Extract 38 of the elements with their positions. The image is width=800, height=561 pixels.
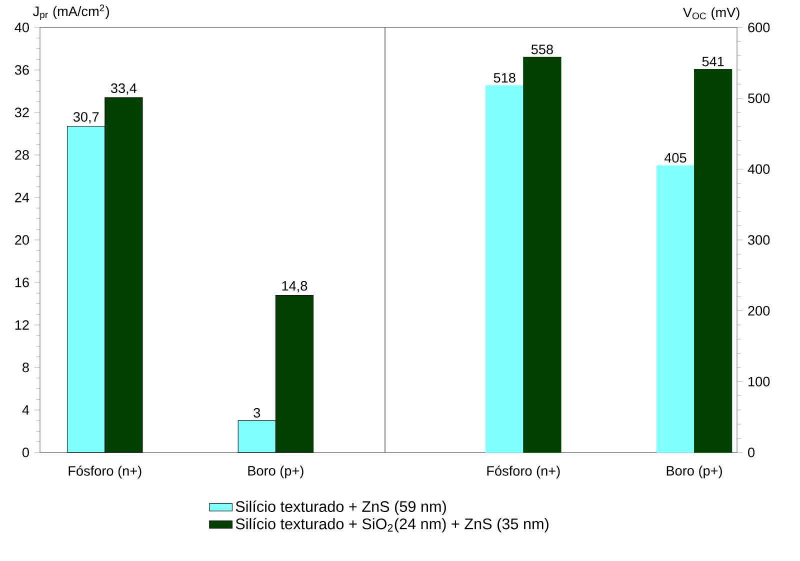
data-label: 3 [254, 408, 260, 418]
data-label: 30,7 [73, 112, 99, 124]
y-tick-label: 16 [15, 277, 29, 288]
y2-axis-title: V$_{OC}$ (mV) [683, 7, 740, 20]
data-label: 558 [531, 44, 553, 54]
data-label: 14,8 [282, 280, 308, 292]
y2-tick-label: 400 [748, 164, 770, 174]
y2-tick-label: 100 [748, 376, 770, 386]
data-label: 518 [494, 72, 516, 82]
y-tick-label: 36 [14, 64, 29, 75]
y-tick-label: 28 [15, 150, 29, 160]
y-tick-label: 8 [22, 362, 29, 372]
x-tick-label: Boro (p+) [666, 465, 722, 478]
x-tick-label: Fósforo (n+) [487, 465, 560, 478]
x-tick-label: Boro (p+) [248, 465, 304, 478]
y-tick-label: 0 [22, 447, 29, 458]
y2-tick-label: 0 [748, 447, 755, 458]
bar [656, 165, 695, 453]
y2-tick-label: 500 [748, 93, 770, 103]
y-tick-label: 20 [15, 234, 29, 245]
y2-tick-label: 600 [748, 22, 770, 32]
bar [523, 56, 562, 453]
y-axis-title: J$_{pr}$ (mA/cm$^{2}$) [33, 4, 109, 20]
data-label: 33,4 [110, 83, 137, 94]
y-tick-label: 24 [15, 192, 30, 202]
bar [694, 68, 732, 453]
data-label: 541 [702, 56, 724, 66]
y-tick-label: 40 [14, 22, 29, 32]
bar [486, 85, 524, 453]
y2-tick-label: 200 [748, 306, 770, 316]
y-tick-label: 32 [14, 107, 29, 118]
data-label: 405 [664, 152, 686, 162]
legend-label: Silício texturado + SiO$_{2}$(24 nm) + ZnS (35 nm) [236, 518, 548, 532]
legend-label: Silício texturado + ZnS (59 nm) [236, 500, 446, 515]
y2-tick-label: 300 [748, 234, 770, 245]
x-tick-label: Fósforo (n+) [68, 465, 142, 478]
y-tick-label: 4 [22, 405, 30, 414]
y-tick-label: 12 [15, 320, 29, 330]
